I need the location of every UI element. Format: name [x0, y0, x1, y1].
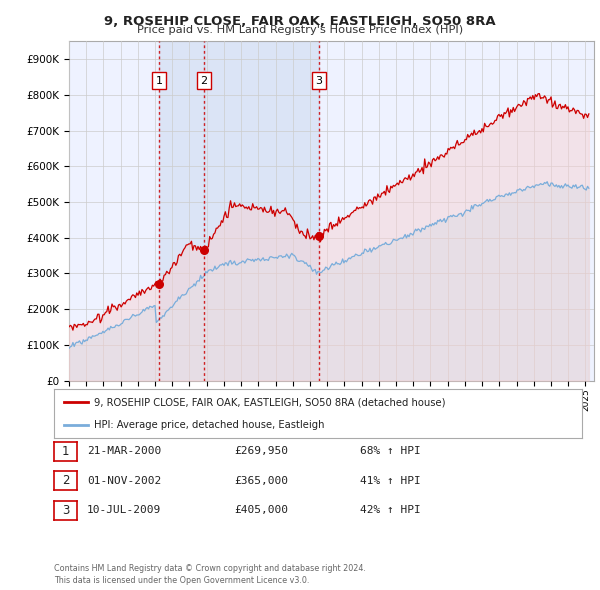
Text: £405,000: £405,000	[234, 506, 288, 515]
Text: 68% ↑ HPI: 68% ↑ HPI	[360, 447, 421, 456]
Text: 41% ↑ HPI: 41% ↑ HPI	[360, 476, 421, 486]
Text: 3: 3	[316, 76, 323, 86]
Bar	[159, 41, 204, 381]
Text: 3: 3	[62, 504, 69, 517]
Text: Contains HM Land Registry data © Crown copyright and database right 2024.
This d: Contains HM Land Registry data © Crown c…	[54, 565, 366, 585]
Bar	[204, 41, 319, 381]
Text: 21-MAR-2000: 21-MAR-2000	[87, 447, 161, 456]
Text: 9, ROSEHIP CLOSE, FAIR OAK, EASTLEIGH, SO50 8RA: 9, ROSEHIP CLOSE, FAIR OAK, EASTLEIGH, S…	[104, 15, 496, 28]
Text: 2: 2	[62, 474, 69, 487]
Text: £365,000: £365,000	[234, 476, 288, 486]
Text: 10-JUL-2009: 10-JUL-2009	[87, 506, 161, 515]
Text: 1: 1	[155, 76, 163, 86]
Text: 42% ↑ HPI: 42% ↑ HPI	[360, 506, 421, 515]
Text: HPI: Average price, detached house, Eastleigh: HPI: Average price, detached house, East…	[94, 419, 324, 430]
Text: 01-NOV-2002: 01-NOV-2002	[87, 476, 161, 486]
Text: Price paid vs. HM Land Registry's House Price Index (HPI): Price paid vs. HM Land Registry's House …	[137, 25, 463, 35]
Text: 1: 1	[62, 445, 69, 458]
Text: £269,950: £269,950	[234, 447, 288, 456]
Text: 9, ROSEHIP CLOSE, FAIR OAK, EASTLEIGH, SO50 8RA (detached house): 9, ROSEHIP CLOSE, FAIR OAK, EASTLEIGH, S…	[94, 398, 445, 408]
Text: 2: 2	[200, 76, 208, 86]
